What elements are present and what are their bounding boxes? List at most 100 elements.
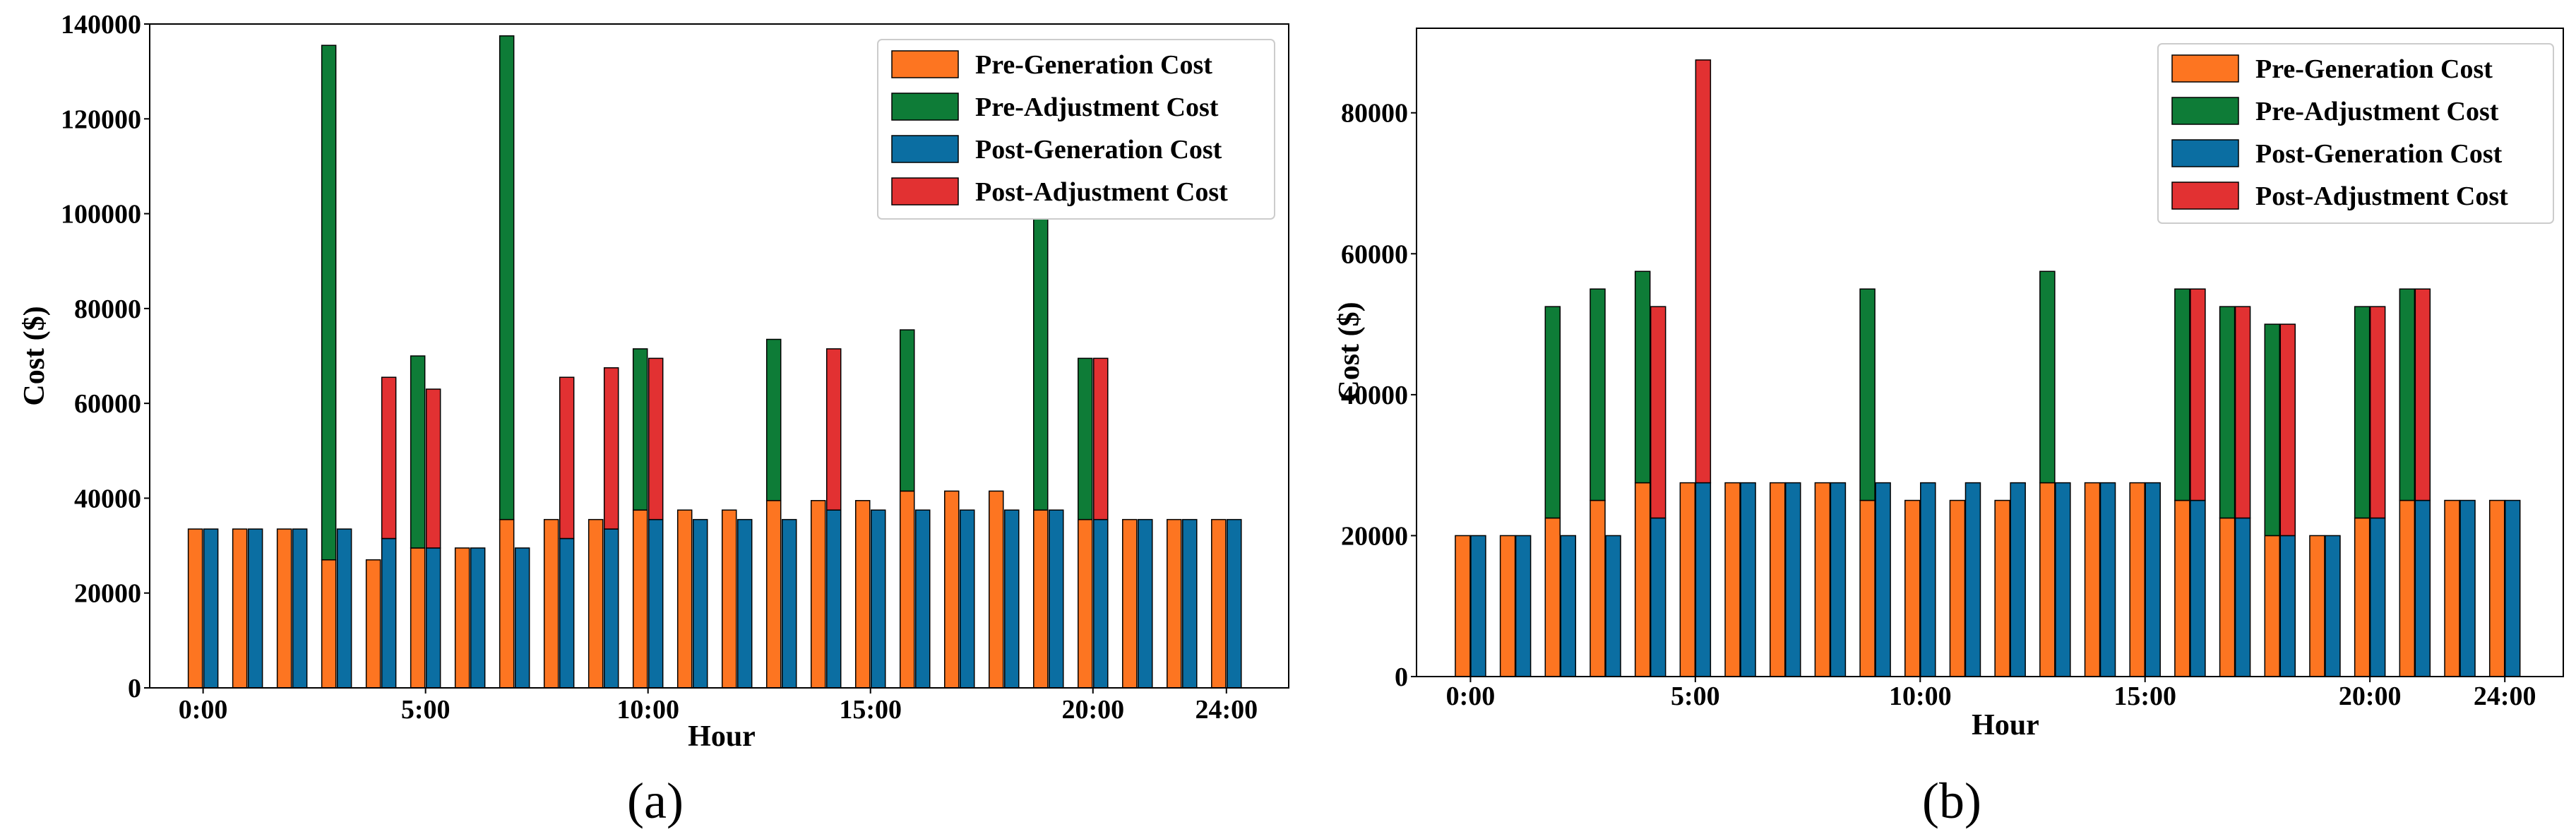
bar-post-generation-h20 [2369,517,2386,677]
bars-panel-b [1455,59,2521,677]
x-tick-label: 24:00 [1195,695,1258,725]
bar-pre-generation-h12 [721,509,737,689]
bar-pre-adjustment-h7 [499,35,515,520]
bar-pre-generation-h17 [2219,517,2236,677]
bar-post-adjustment-h20 [2369,306,2386,519]
bar-post-generation-h16 [2190,499,2206,677]
bar-post-adjustment-h4 [1650,306,1666,519]
bar-post-generation-h17 [959,509,975,689]
bar-pre-adjustment-h16 [2174,288,2190,501]
bar-pre-generation-h15 [2129,482,2145,677]
legend-swatch-pre-adjustment-a [891,93,959,121]
bar-post-generation-h12 [737,518,753,689]
legend-label-post-adjustment-a: Post-Adjustment Cost [975,177,1228,207]
bar-pre-adjustment-h2 [1544,306,1561,519]
bar-pre-generation-h19 [2309,535,2325,677]
y-ticks-panel-a: 0 20000 40000 60000 80000 100000 120000 140000 [61,10,150,703]
bar-pre-adjustment-h10 [632,348,648,511]
legend-label-pre-adjustment-b: Pre-Adjustment Cost [2255,97,2499,126]
bar-pre-adjustment-h3 [321,44,337,561]
bar-post-generation-h0 [1470,535,1486,677]
y-axis-label-b: Cost ($) [1333,302,1366,401]
legend-swatch-pre-adjustment-b [2171,97,2239,125]
bar-post-generation-h23 [1227,518,1242,689]
bar-post-adjustment-h9 [603,367,619,530]
bar-pre-generation-h8 [1814,482,1831,677]
bar-post-generation-h23 [2504,499,2521,677]
bar-pre-generation-h0 [1455,535,1471,677]
legend-frame-a [877,39,1275,220]
bar-pre-generation-h7 [499,518,515,689]
bar-pre-generation-h21 [2399,499,2416,677]
bar-post-generation-h4 [1650,517,1666,677]
bar-pre-generation-h18 [2264,535,2281,677]
x-ticks-panel-a: 0:00 5:00 10:00 15:00 20:00 24:00 [179,688,1258,725]
bar-pre-adjustment-h19 [1033,189,1049,511]
y-tick-label: 60000 [1341,239,1408,269]
bar-post-generation-h6 [1740,482,1756,677]
bar-pre-generation-h7 [1769,482,1786,677]
bar-pre-adjustment-h13 [765,338,782,501]
bar-post-adjustment-h8 [559,376,575,540]
bar-post-generation-h16 [914,509,931,689]
bar-pre-adjustment-h18 [2264,323,2281,537]
y-tick-label: 40000 [74,484,141,513]
bar-post-generation-h9 [1875,482,1891,677]
legend-label-post-generation-b: Post-Generation Cost [2255,139,2503,169]
bar-post-generation-h1 [1515,535,1532,677]
bar-post-adjustment-h5 [425,388,441,549]
bar-post-generation-h18 [1004,509,1020,689]
bar-post-generation-h5 [1695,482,1712,677]
chart-panel-a: 020000400006000080000100000120000140000 … [18,10,1289,829]
bar-pre-generation-h16 [899,490,915,689]
bar-post-adjustment-h5 [1695,59,1712,484]
bar-pre-generation-h13 [2039,482,2056,677]
bar-pre-adjustment-h21 [2399,288,2416,501]
bar-pre-generation-h14 [810,500,826,689]
x-tick-label: 10:00 [616,695,679,725]
bar-post-adjustment-h4 [381,376,397,540]
bar-post-generation-h1 [247,528,263,689]
bar-post-generation-h5 [425,547,441,689]
bar-pre-generation-h22 [2444,499,2460,677]
bar-pre-generation-h8 [543,518,559,689]
bar-post-generation-h8 [559,537,575,689]
bar-post-generation-h10 [648,518,664,689]
bar-pre-generation-h23 [1211,518,1227,689]
bar-post-generation-h15 [870,509,886,689]
plot-frame-b [1416,28,2564,677]
x-tick-label: 20:00 [2339,682,2402,711]
bar-post-generation-h13 [2055,482,2071,677]
y-axis-label-a: Cost ($) [18,306,51,405]
x-tick-label: 0:00 [179,695,228,725]
x-tick-label: 15:00 [2113,682,2176,711]
x-axis-label-a: Hour [688,720,756,753]
bar-post-generation-h11 [1964,482,1981,677]
bar-post-generation-h12 [2010,482,2026,677]
bar-post-adjustment-h20 [1093,357,1109,520]
bar-post-generation-h2 [1560,535,1577,677]
x-axis-label-b: Hour [1972,709,2039,742]
legend-label-pre-adjustment-a: Pre-Adjustment Cost [975,93,1219,122]
bar-pre-generation-h10 [1904,499,1921,677]
bar-post-generation-h0 [203,528,219,689]
x-tick-label: 5:00 [1671,682,1720,711]
bar-post-adjustment-h14 [825,348,842,511]
bar-pre-generation-h0 [187,528,203,689]
bar-post-generation-h22 [2459,499,2476,677]
bar-pre-generation-h6 [1724,482,1741,677]
legend-swatch-post-adjustment-b [2171,182,2239,210]
bar-pre-generation-h21 [1122,518,1138,689]
bar-post-generation-h6 [470,547,486,689]
bar-pre-generation-h16 [2174,499,2190,677]
bar-post-adjustment-h18 [2279,323,2296,537]
bar-pre-adjustment-h20 [2354,306,2371,519]
legend-frame-b [2157,43,2554,224]
x-tick-label: 5:00 [401,695,451,725]
bar-pre-generation-h1 [1499,535,1516,677]
y-tick-label: 100000 [61,200,141,230]
legend-panel-a: Pre-Generation Cost Pre-Adjustment Cost … [877,39,1275,220]
bar-post-generation-h7 [514,547,530,689]
bar-pre-generation-h2 [276,528,292,689]
bar-post-generation-h2 [292,528,308,689]
